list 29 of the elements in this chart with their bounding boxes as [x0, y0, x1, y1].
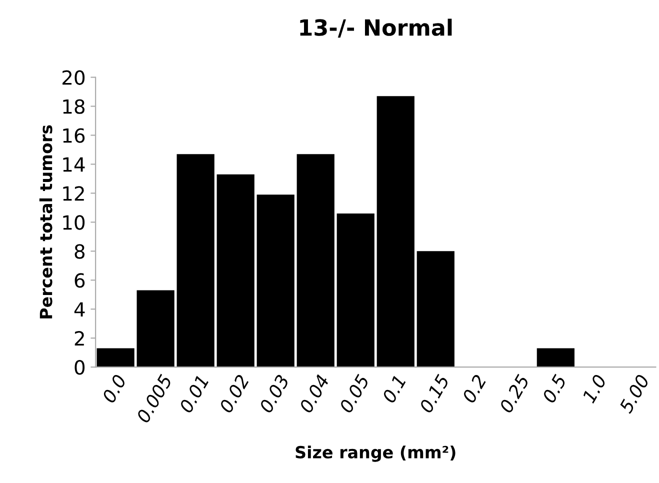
bar [256, 194, 294, 368]
x-tick-label: 1.0 [582, 374, 607, 404]
bar [216, 174, 254, 368]
y-tick-label: 12 [63, 186, 84, 201]
bar [376, 96, 414, 368]
y-tick-label: 10 [63, 215, 85, 230]
x-tick-label: 0.5 [542, 374, 567, 404]
bar [296, 154, 334, 368]
y-tick-label: 2 [74, 331, 84, 346]
x-axis-title: Size range (mm²) [296, 446, 456, 462]
y-tick-label: 8 [74, 244, 84, 259]
chart-title: 13-/- Normal [300, 18, 452, 38]
x-tick-label: 0.0 [102, 374, 127, 404]
y-tick-label: 6 [74, 273, 85, 288]
y-tick-label: 20 [62, 70, 85, 85]
bar [416, 251, 454, 368]
y-tick-label: 14 [63, 157, 85, 172]
bar [536, 348, 574, 368]
y-tick-label: 16 [63, 128, 85, 143]
y-tick-label: 0 [74, 360, 85, 375]
y-axis-title: Percent total tumors [39, 125, 52, 318]
x-tick-label: 0.2 [462, 374, 487, 404]
y-tick-label: 4 [74, 302, 85, 317]
y-tick-label: 18 [63, 99, 84, 114]
bar [96, 348, 134, 368]
bar [136, 290, 174, 368]
bar [176, 154, 214, 368]
bar [336, 213, 374, 368]
x-tick-label: 0.1 [382, 375, 406, 404]
